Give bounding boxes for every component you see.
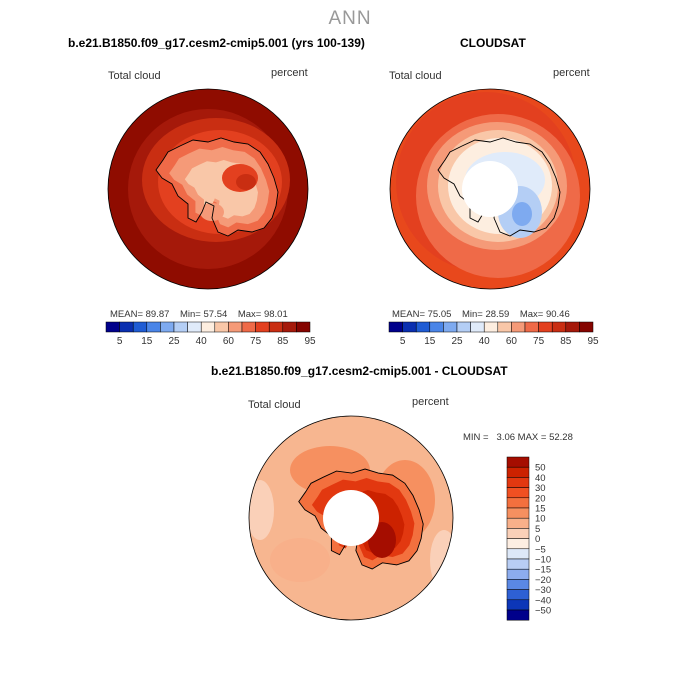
difference-colorbar-box <box>506 558 530 570</box>
difference-colorbar-label: 5 <box>535 524 540 535</box>
difference-colorbar-label: 50 <box>535 463 546 474</box>
panel3-title: b.e21.B1850.f09_g17.cesm2-cmip5.001 - CL… <box>211 364 508 378</box>
panel2-colorbar-box <box>402 321 417 333</box>
difference-colorbar-label: 40 <box>535 473 546 484</box>
difference-colorbar-label: 15 <box>535 504 546 515</box>
panel2-colorbar-box <box>429 321 444 333</box>
panel2-colorbar-box <box>470 321 485 333</box>
panel1-stats: MEAN= 89.87 Min= 57.54 Max= 98.01 <box>110 309 288 320</box>
panel2-colorbar-box <box>388 321 403 333</box>
difference-colorbar-box <box>506 568 530 580</box>
panel2-colorbar-label: 60 <box>506 336 518 347</box>
panel1-colorbar-label: 75 <box>250 336 262 347</box>
panel2-colorbar-label: 95 <box>587 336 599 347</box>
main-title: ANN <box>328 8 372 29</box>
difference-colorbar-box <box>506 497 530 509</box>
difference-colorbar-box <box>506 487 530 499</box>
panel1-colorbar-box <box>282 321 297 333</box>
panel2-colorbar: 5 15 25 40 60 75 85 95 <box>388 321 599 347</box>
difference-colorbar-label: 20 <box>535 493 546 504</box>
panel2-missing-data-hole <box>462 161 518 217</box>
difference-colorbar-label: −30 <box>535 585 551 596</box>
difference-colorbar-box <box>506 538 530 550</box>
difference-colorbar-label: −10 <box>535 555 551 566</box>
panel1-map <box>108 89 308 289</box>
difference-colorbar-box <box>506 507 530 519</box>
panel3-variable-label: Total cloud <box>248 399 301 411</box>
panel2-colorbar-label: 25 <box>451 336 463 347</box>
panel1-units-label: percent <box>271 67 308 79</box>
difference-colorbar-box <box>506 477 530 488</box>
difference-colorbar-box <box>506 589 530 601</box>
panel2-colorbar-box <box>524 321 539 333</box>
panel2-colorbar-box <box>415 321 431 333</box>
panel1-title: b.e21.B1850.f09_g17.cesm2-cmip5.001 (yrs… <box>68 36 365 50</box>
panel2-colorbar-label: 85 <box>560 336 572 347</box>
panel1-colorbar-label: 40 <box>196 336 208 347</box>
panel1-colorbar-label: 15 <box>141 336 153 347</box>
difference-colorbar-label: 30 <box>535 483 546 494</box>
difference-colorbar-label: −40 <box>535 595 551 606</box>
panel2-stats: MEAN= 75.05 Min= 28.59 Max= 90.46 <box>392 309 570 320</box>
panel1-colorbar-label: 95 <box>304 336 316 347</box>
panel1-colorbar-box <box>160 321 175 333</box>
difference-colorbar-box <box>506 548 530 560</box>
panel1-colorbar-box <box>228 321 243 333</box>
panel2-colorbar-box <box>483 321 499 333</box>
panel1-colorbar-label: 85 <box>277 336 289 347</box>
panel2-colorbar-label: 5 <box>400 336 406 347</box>
difference-colorbar-label: −5 <box>535 544 546 555</box>
difference-colorbar-box <box>506 528 530 539</box>
panel2-colorbar-box <box>538 321 553 333</box>
difference-colorbar-box <box>506 517 530 529</box>
difference-colorbar-box <box>506 599 530 611</box>
difference-colorbar-box <box>506 466 530 478</box>
panel2-colorbar-box <box>551 321 567 333</box>
panel1-colorbar-box <box>146 321 161 333</box>
panel2-colorbar-box <box>579 321 594 333</box>
panel1-colorbar-label: 60 <box>223 336 235 347</box>
panel2-colorbar-label: 75 <box>533 336 545 347</box>
panel3-stats: MIN = 3.06 MAX = 52.28 <box>463 432 573 443</box>
panel3-units-label: percent <box>412 396 449 408</box>
panel2-colorbar-label: 40 <box>479 336 491 347</box>
panel1-colorbar-box <box>255 321 270 333</box>
panel1-colorbar: 5 15 25 40 60 75 85 95 <box>105 321 316 347</box>
difference-colorbar-label: −50 <box>535 606 551 617</box>
difference-colorbar-box <box>506 456 530 468</box>
panel1-colorbar-box <box>132 321 148 333</box>
panel2-colorbar-box <box>497 321 512 333</box>
panel1-colorbar-label: 25 <box>168 336 180 347</box>
panel1-colorbar-box <box>200 321 216 333</box>
panel1-colorbar-box <box>296 321 311 333</box>
panel2-map <box>390 89 590 289</box>
panel2-variable-label: Total cloud <box>389 70 442 82</box>
panel1-colorbar-box <box>268 321 284 333</box>
panel1-colorbar-box <box>105 321 120 333</box>
difference-colorbar-label: −15 <box>535 565 551 576</box>
panel1-colorbar-box <box>119 321 134 333</box>
difference-colorbar-label: 0 <box>535 534 540 545</box>
panel2-colorbar-box <box>443 321 458 333</box>
panel1-colorbar-box <box>214 321 229 333</box>
panel1-colorbar-box <box>187 321 202 333</box>
panel2-colorbar-label: 15 <box>424 336 436 347</box>
difference-colorbar-box <box>506 579 530 590</box>
difference-colorbar-label: 10 <box>535 514 546 525</box>
panel1-colorbar-box <box>173 321 188 333</box>
panel2-title: CLOUDSAT <box>460 36 526 50</box>
panel2-colorbar-box <box>565 321 580 333</box>
panel1-colorbar-label: 5 <box>117 336 123 347</box>
panel2-colorbar-box <box>511 321 526 333</box>
panel2-colorbar-box <box>456 321 471 333</box>
panel3-map <box>249 416 453 620</box>
panel1-colorbar-box <box>241 321 256 333</box>
panel3-missing-data-hole <box>323 490 379 546</box>
difference-colorbar-label: −20 <box>535 575 551 586</box>
difference-colorbar-box <box>506 609 530 621</box>
panel2-units-label: percent <box>553 67 590 79</box>
panel1-variable-label: Total cloud <box>108 70 161 82</box>
